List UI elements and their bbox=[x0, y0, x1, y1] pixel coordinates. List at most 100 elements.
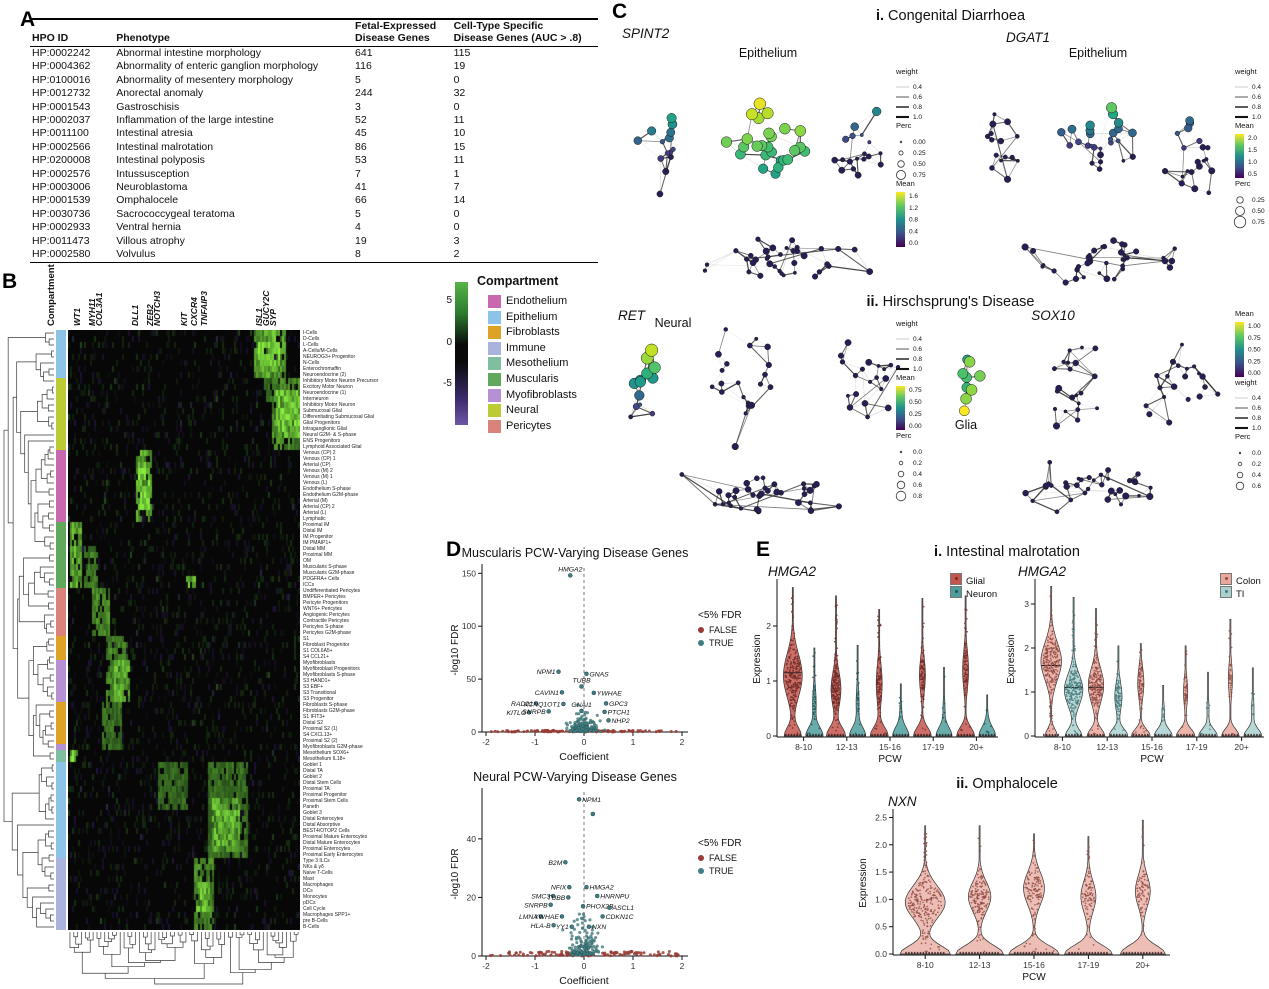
expression-dot bbox=[814, 674, 817, 677]
expression-dot bbox=[975, 883, 978, 885]
network-node bbox=[1054, 509, 1060, 515]
expression-dot bbox=[1029, 898, 1032, 901]
expression-dot bbox=[1096, 667, 1098, 669]
false-point bbox=[517, 953, 521, 957]
expression-dot bbox=[1085, 890, 1087, 893]
network-node bbox=[1062, 279, 1069, 286]
expression-dot bbox=[979, 845, 982, 848]
network-edge bbox=[707, 264, 775, 267]
network-edge bbox=[781, 240, 793, 274]
expression-dot bbox=[835, 652, 837, 654]
cell-type-row-label: Goblet 1 bbox=[303, 761, 322, 768]
expression-dot bbox=[1251, 703, 1254, 706]
network-node bbox=[1086, 475, 1092, 481]
x-tick-label: 17-19 bbox=[922, 742, 944, 752]
expression-dot bbox=[990, 725, 992, 728]
true-point bbox=[586, 936, 591, 940]
expression-dot bbox=[931, 919, 934, 921]
expression-dot bbox=[1140, 649, 1143, 651]
labeled-gene-point bbox=[556, 669, 561, 674]
network-node bbox=[1133, 248, 1140, 255]
fdr-legend-item: FALSE bbox=[698, 852, 742, 865]
expression-dot bbox=[1037, 880, 1040, 883]
dendrogram-branch bbox=[49, 446, 54, 454]
expression-dot bbox=[979, 849, 981, 852]
expression-dot bbox=[1027, 898, 1030, 901]
cell-type-row-label: DCs bbox=[303, 887, 313, 894]
network-edge bbox=[735, 250, 754, 264]
true-point bbox=[575, 917, 579, 922]
expression-dot bbox=[1024, 945, 1026, 948]
expression-dot bbox=[1029, 894, 1031, 897]
perc-legend-value: 0.75 bbox=[1252, 219, 1265, 226]
expression-dot bbox=[1205, 701, 1208, 704]
dendrogram-branch bbox=[39, 713, 50, 738]
network-node bbox=[1161, 394, 1167, 400]
expression-dot bbox=[1228, 695, 1231, 698]
expression-dot bbox=[1084, 904, 1087, 907]
network-node bbox=[1096, 166, 1103, 172]
table-cell: 11 bbox=[453, 154, 465, 167]
network-node bbox=[1004, 175, 1012, 183]
expression-dot bbox=[789, 666, 792, 668]
expression-dot bbox=[921, 660, 923, 663]
weight-legend-value: 0.6 bbox=[913, 94, 922, 101]
expression-dot bbox=[919, 903, 922, 905]
table-header-cell: Fetal-Expressed Disease Genes bbox=[353, 19, 452, 47]
true-point bbox=[570, 727, 575, 731]
network-node bbox=[1199, 373, 1206, 380]
expression-dot bbox=[835, 631, 837, 633]
expression-dot bbox=[1087, 857, 1089, 860]
table-cell: HP:0030736 bbox=[32, 207, 91, 220]
dendrogram-branch bbox=[11, 792, 40, 851]
dendrogram-branch bbox=[45, 725, 54, 736]
expression-dot bbox=[1138, 879, 1141, 881]
expression-dot bbox=[856, 699, 859, 702]
expression-dot bbox=[1048, 667, 1051, 669]
expression-dot bbox=[1095, 674, 1098, 676]
expression-dot bbox=[921, 881, 924, 884]
expression-dot bbox=[922, 681, 925, 683]
network-node bbox=[1072, 275, 1080, 282]
true-point bbox=[569, 931, 573, 935]
expression-dot bbox=[916, 909, 919, 912]
table-cell: 244 bbox=[355, 87, 373, 100]
cell-type-row-label: Proximal Early Enterocytes bbox=[303, 851, 364, 858]
expression-dot bbox=[1142, 677, 1145, 680]
expression-dot bbox=[1098, 705, 1100, 708]
expression-dot bbox=[930, 908, 933, 911]
table-cell: Intestinal malrotation bbox=[116, 140, 214, 153]
expression-dot bbox=[789, 673, 792, 675]
cell-type-row-label: Pericytes S-phase bbox=[303, 623, 344, 630]
labeled-gene-point bbox=[584, 671, 589, 677]
network-edge bbox=[630, 412, 653, 418]
network-node bbox=[746, 269, 752, 275]
expression-dot bbox=[979, 926, 981, 929]
expression-dot bbox=[973, 897, 976, 900]
expression-dot bbox=[1072, 634, 1075, 637]
fdr-legend-dot bbox=[698, 627, 704, 633]
network-edge bbox=[1156, 375, 1175, 388]
expression-dot bbox=[920, 664, 922, 667]
expression-dot bbox=[1139, 651, 1142, 654]
expression-dot bbox=[835, 617, 837, 619]
expression-dot bbox=[1096, 702, 1099, 705]
expression-dot bbox=[1046, 679, 1049, 681]
expression-dot bbox=[787, 692, 790, 695]
network-node bbox=[723, 327, 728, 332]
network-node bbox=[1116, 487, 1123, 494]
expression-dot bbox=[1069, 678, 1071, 680]
expression-dot bbox=[964, 634, 967, 637]
false-point bbox=[667, 952, 671, 956]
network-node bbox=[1101, 243, 1108, 250]
expression-dot bbox=[1118, 703, 1120, 705]
expression-dot bbox=[1095, 652, 1098, 655]
expression-dot bbox=[834, 653, 836, 655]
network-legend-title: Mean bbox=[1235, 309, 1254, 318]
expression-dot bbox=[1138, 696, 1141, 699]
expression-dot bbox=[929, 910, 932, 912]
table-cell: 66 bbox=[355, 194, 367, 207]
expression-dot bbox=[832, 688, 835, 690]
network-node bbox=[839, 359, 846, 365]
expression-dot bbox=[876, 702, 879, 704]
